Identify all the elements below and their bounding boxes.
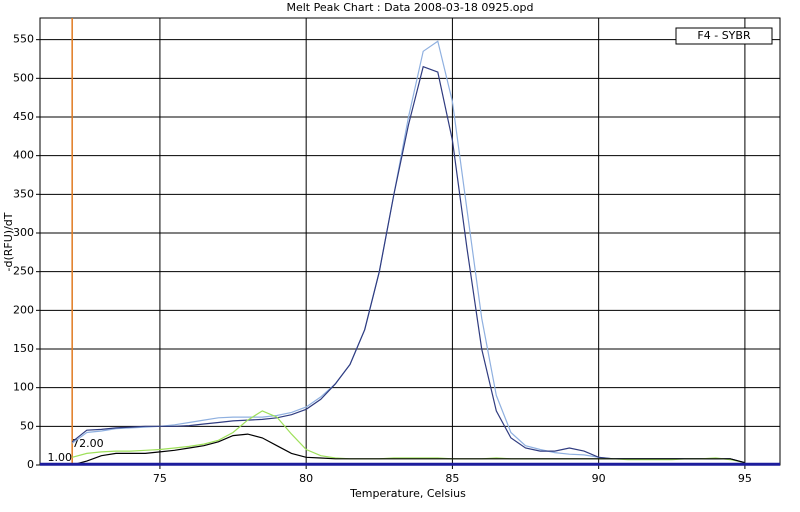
legend-label: F4 - SYBR: [697, 29, 751, 42]
chart-title: Melt Peak Chart : Data 2008-03-18 0925.o…: [286, 1, 533, 14]
x-tick-label: 85: [445, 472, 459, 485]
y-tick-label: 300: [13, 226, 34, 239]
data-line: [72, 410, 746, 464]
y-tick-label: 50: [20, 419, 34, 432]
y-tick-label: 150: [13, 342, 34, 355]
y-tick-label: 500: [13, 71, 34, 84]
x-tick-label: 95: [738, 472, 752, 485]
x-tick-label: 90: [592, 472, 606, 485]
threshold-label: 72.00: [72, 437, 104, 450]
y-tick-label: 0: [27, 458, 34, 471]
y-tick-label: 200: [13, 303, 34, 316]
y-tick-label: 400: [13, 149, 34, 162]
y-tick-label: 550: [13, 33, 34, 46]
y-tick-label: 350: [13, 187, 34, 200]
y-tick-label: 100: [13, 381, 34, 394]
y-tick-label: 450: [13, 110, 34, 123]
x-axis-label: Temperature, Celsius: [349, 487, 466, 500]
legend-box: [675, 27, 773, 45]
x-tick-label: 75: [153, 472, 167, 485]
y-tick-label: 250: [13, 265, 34, 278]
x-tick-label: 80: [299, 472, 313, 485]
data-line: [72, 433, 746, 466]
baseline-label: 1.00: [48, 451, 73, 464]
y-axis-label: -d(RFU)/dT: [2, 212, 15, 271]
